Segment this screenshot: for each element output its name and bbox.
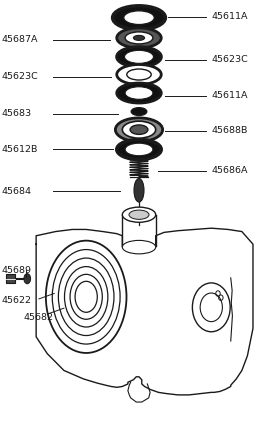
Ellipse shape: [122, 207, 156, 222]
Text: 45682: 45682: [24, 313, 54, 322]
Text: 45688B: 45688B: [211, 126, 248, 135]
Text: 45612B: 45612B: [1, 145, 38, 154]
Circle shape: [24, 274, 31, 284]
Text: 45689: 45689: [1, 266, 31, 275]
Text: 45686A: 45686A: [211, 166, 248, 175]
Ellipse shape: [122, 240, 156, 254]
Text: 45623C: 45623C: [211, 55, 248, 64]
Ellipse shape: [200, 293, 222, 322]
Ellipse shape: [117, 28, 161, 48]
Ellipse shape: [125, 51, 153, 63]
Text: 45622: 45622: [1, 296, 31, 305]
Ellipse shape: [117, 83, 161, 103]
Ellipse shape: [117, 47, 161, 67]
Ellipse shape: [130, 125, 148, 134]
Ellipse shape: [131, 108, 147, 115]
Ellipse shape: [124, 11, 154, 24]
Ellipse shape: [133, 35, 145, 40]
Text: 45683: 45683: [1, 109, 31, 118]
Ellipse shape: [192, 283, 230, 332]
Text: 45623C: 45623C: [1, 72, 38, 81]
Ellipse shape: [122, 121, 156, 138]
Text: 45611A: 45611A: [211, 12, 248, 21]
Text: 45684: 45684: [1, 187, 31, 196]
Ellipse shape: [115, 118, 163, 141]
Bar: [6, 274, 15, 283]
Ellipse shape: [117, 64, 161, 85]
Ellipse shape: [113, 6, 165, 29]
Polygon shape: [36, 228, 253, 395]
Text: 45611A: 45611A: [211, 91, 248, 100]
Ellipse shape: [125, 32, 153, 44]
Ellipse shape: [125, 143, 153, 156]
Ellipse shape: [129, 210, 149, 219]
Ellipse shape: [125, 87, 153, 99]
Ellipse shape: [127, 69, 151, 80]
Ellipse shape: [134, 179, 144, 202]
Ellipse shape: [117, 139, 161, 160]
Text: 45687A: 45687A: [1, 35, 38, 45]
